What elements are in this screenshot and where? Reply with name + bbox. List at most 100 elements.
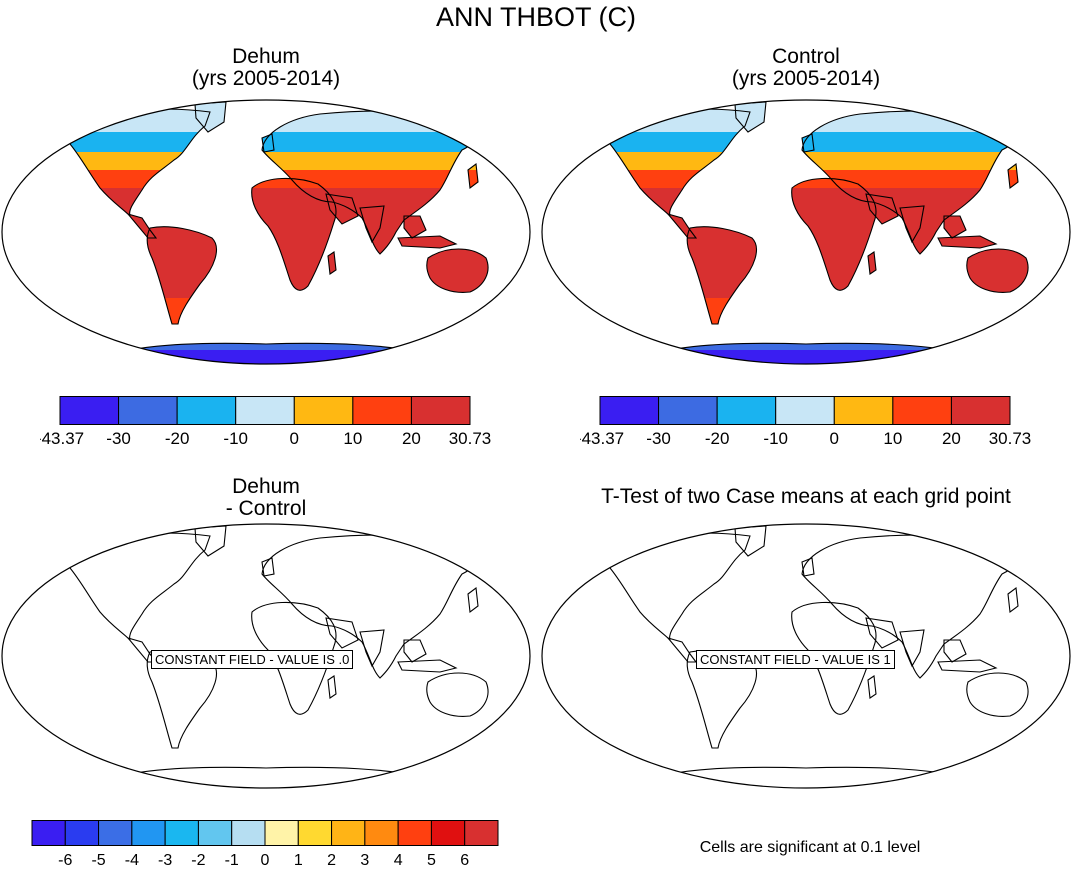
map-ttest-coast-centralAmerica — [666, 636, 698, 663]
colorbar-control-cell-4 — [833, 396, 894, 425]
map-ttest-coast-northAmerica — [599, 532, 751, 641]
map-control-temp-band-4 — [600, 188, 1048, 298]
map-control-temp-band-3 — [600, 170, 1048, 188]
map-control-coast-africa — [791, 177, 877, 291]
significance-note: Cells are significant at 0.1 level — [699, 839, 921, 856]
colorbar-control-label-3: -10 — [763, 429, 788, 448]
map-dehum-coast-seAsia — [403, 215, 427, 239]
map-diff-coast-japan — [467, 586, 479, 614]
map-dehum-temp-band-4 — [60, 188, 508, 298]
colorbar-dehum-cell-3 — [235, 396, 295, 425]
colorbar-control-label-5: 10 — [883, 429, 902, 448]
colorbar-diff-label-8: 2 — [327, 852, 336, 869]
colorbar-diff-label-6: 0 — [261, 852, 270, 869]
map-control-coast-indonesia — [937, 235, 998, 249]
colorbar-dehum-label-1: -30 — [106, 429, 131, 448]
colorbar-control-cell-3 — [775, 396, 835, 425]
panel-title-dehum-line2: (yrs 2005-2014) — [191, 67, 341, 90]
colorbar-diff: -6 -5 -4 -3 -2 -1 0 1 2 3 4 5 6 — [31, 820, 499, 869]
map-dehum-temp-band-3 — [60, 170, 508, 188]
colorbar-diff-cell-5 — [197, 820, 233, 846]
map-dehum-coast-indonesia — [397, 235, 458, 249]
colorbar-dehum-cell-2 — [176, 396, 237, 425]
map-control-coast-uk — [801, 133, 815, 153]
map-control-temp-band-7 — [600, 350, 1048, 364]
colorbar-dehum-cell-0 — [59, 396, 120, 425]
colorbar-diff-label-4: -2 — [191, 852, 205, 869]
map-control-coast-southAmerica — [686, 226, 757, 325]
panel-title-dehum-line1: Dehum — [232, 45, 300, 68]
map-dehum-temp-band-5 — [60, 298, 508, 334]
colorbar-dehum-cell-4 — [293, 396, 354, 425]
map-diff-outline — [1, 523, 531, 789]
colorbar-diff-cell-1 — [64, 820, 100, 846]
map-control-coast-japan — [1007, 162, 1019, 190]
map-control-coast-seAsia — [943, 215, 967, 239]
colorbar-control-cell-6 — [950, 396, 1011, 425]
map-dehum-coast-uk — [261, 133, 275, 153]
map-dehum-coast-india — [359, 205, 385, 244]
colorbar-diff-cell-10 — [364, 820, 399, 846]
colorbar-diff-label-2: -4 — [125, 852, 139, 869]
map-ttest-coast-seAsia — [943, 639, 967, 663]
colorbar-diff-label-12: 6 — [460, 852, 469, 869]
map-dehum-coast-australia — [426, 248, 489, 293]
colorbar-diff-cell-13 — [464, 820, 499, 846]
colorbar-diff-label-5: -1 — [225, 852, 239, 869]
panel-title-diff: Dehum - Control — [116, 476, 416, 520]
map-dehum-temp-band-1 — [60, 132, 508, 152]
colorbar-diff-cell-0 — [31, 820, 66, 846]
figure-title: ANN THBOT (C) — [435, 2, 636, 32]
panel-title-diff-line2: - Control — [225, 497, 307, 520]
constant-field-label-ttest: CONSTANT FIELD - VALUE IS 1 — [696, 650, 895, 669]
map-dehum-coast-madagascar — [327, 251, 337, 275]
colorbar-diff-cell-7 — [264, 820, 299, 846]
colorbar-dehum-label-0: -43.37 — [40, 429, 84, 448]
colorbar-control-cell-2 — [716, 396, 777, 425]
colorbar-diff-cell-11 — [397, 820, 432, 846]
colorbar-diff-cell-6 — [231, 820, 266, 846]
colorbar-dehum: -43.37 -30 -20 -10 0 10 20 30.73 — [40, 396, 492, 448]
panel-title-diff-line1: Dehum — [232, 475, 300, 498]
colorbar-diff-label-9: 3 — [360, 852, 369, 869]
panel-title-control-line1: Control — [772, 45, 840, 68]
colorbar-control: -43.37 -30 -20 -10 0 10 20 30.73 — [580, 396, 1032, 448]
map-diff-coast-seAsia — [403, 639, 427, 663]
map-dehum-temp-band-7 — [60, 350, 508, 364]
panel-title-control-line2: (yrs 2005-2014) — [731, 67, 881, 90]
colorbar-control-label-2: -20 — [705, 429, 730, 448]
colorbar-diff-cell-9 — [331, 820, 366, 846]
colorbar-dehum-cell-6 — [410, 396, 471, 425]
map-control-temp-band-5 — [600, 298, 1048, 334]
map-control-coast-india — [899, 205, 925, 244]
map-ttest-coast-arabia — [865, 617, 899, 649]
colorbar-control-label-4: 0 — [830, 429, 839, 448]
panel-title-ttest-line1: T-Test of two Case means at each grid po… — [601, 485, 1011, 508]
colorbar-diff-label-1: -5 — [91, 852, 105, 869]
colorbar-control-cell-1 — [658, 396, 718, 425]
map-dehum-temp-band-0 — [60, 102, 508, 132]
map-dehum-outline — [1, 99, 531, 365]
colorbar-dehum-label-7: 30.73 — [449, 429, 492, 448]
map-dehum-coast-japan — [467, 162, 479, 190]
colorbar-diff-cell-2 — [98, 820, 133, 846]
colorbar-diff-cell-8 — [297, 820, 333, 846]
map-ttest-coast-antarctica — [646, 766, 981, 788]
colorbar-diff-label-3: -3 — [158, 852, 172, 869]
map-control-coast-australia — [966, 248, 1029, 293]
colorbar-control-label-7: 30.73 — [989, 429, 1032, 448]
map-control-temp-band-0 — [600, 102, 1048, 132]
colorbar-control-label-0: -43.37 — [580, 429, 624, 448]
colorbar-dehum-label-2: -20 — [165, 429, 190, 448]
colorbar-dehum-label-3: -10 — [223, 429, 248, 448]
map-control-coast-centralAmerica — [666, 212, 698, 239]
map-ttest-coast-australia — [966, 672, 1029, 717]
map-dehum-temp-band-6 — [60, 334, 508, 350]
panel-title-ttest: T-Test of two Case means at each grid po… — [540, 486, 1072, 508]
map-diff-coast-greenland — [194, 525, 227, 557]
panel-title-dehum: Dehum (yrs 2005-2014) — [116, 46, 416, 90]
colorbar-diff-label-0: -6 — [58, 852, 72, 869]
map-diff-coast-india — [359, 629, 385, 668]
map-ttest-coast-japan — [1007, 586, 1019, 614]
colorbar-dehum-label-6: 20 — [402, 429, 421, 448]
